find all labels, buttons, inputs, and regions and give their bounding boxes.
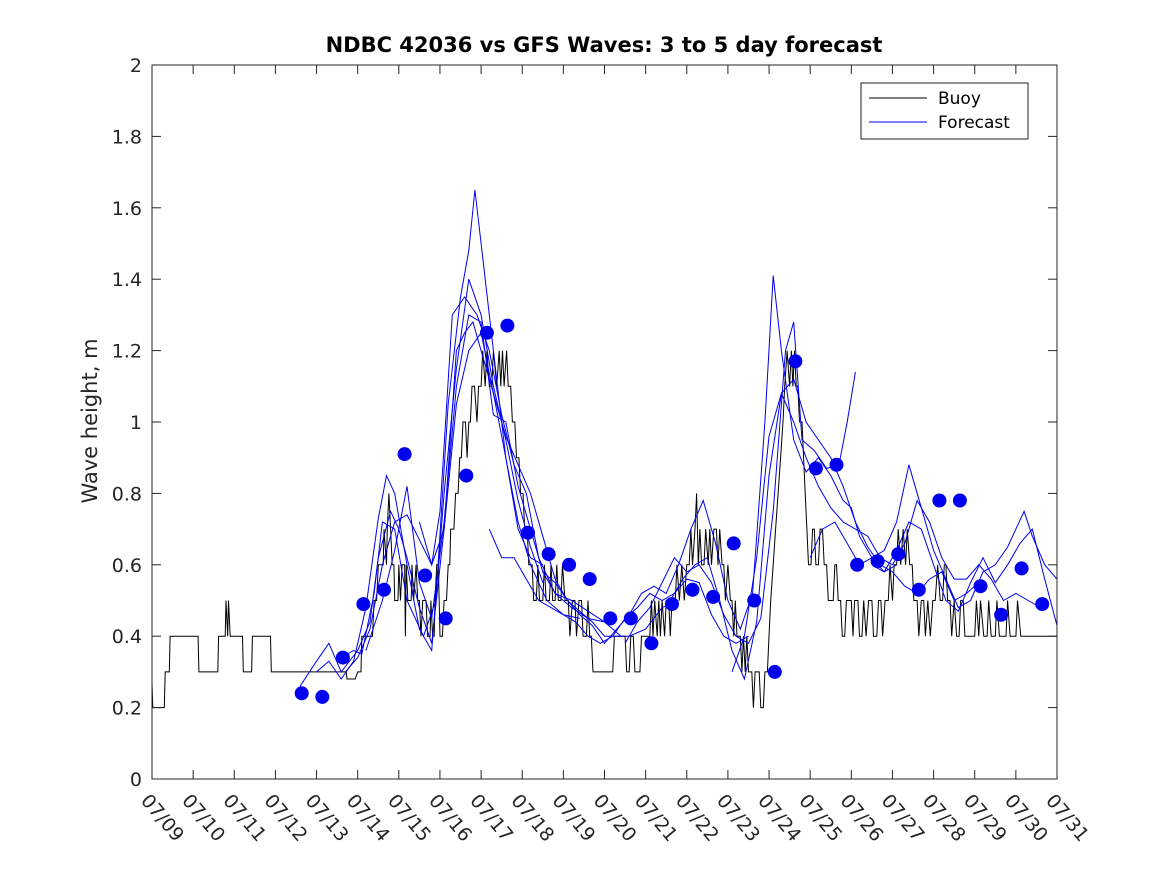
forecast-marker-13 <box>541 547 556 562</box>
forecast-line-12 <box>809 464 1058 609</box>
forecast-marker-24 <box>767 664 782 679</box>
forecast-marker-6 <box>397 447 412 462</box>
forecast-line-11 <box>731 391 1041 673</box>
forecast-marker-29 <box>870 554 885 569</box>
y-tick-label: 1.2 <box>112 341 142 363</box>
forecast-marker-25 <box>788 354 803 369</box>
forecast-marker-8 <box>438 611 453 626</box>
forecast-line-13 <box>871 521 1058 626</box>
forecast-marker-23 <box>747 593 762 608</box>
forecast-marker-7 <box>418 568 433 583</box>
y-tick-label: 0.8 <box>112 483 142 505</box>
forecast-line-10 <box>669 378 980 681</box>
legend: Buoy Forecast <box>860 82 1029 140</box>
forecast-marker-2 <box>315 689 330 704</box>
y-tick-label: 0 <box>130 769 142 791</box>
forecast-marker-18 <box>644 636 659 651</box>
forecast-marker-11 <box>500 318 515 333</box>
forecast-marker-34 <box>973 579 988 594</box>
legend-box <box>860 82 1029 140</box>
forecast-marker-15 <box>582 572 597 587</box>
forecast-line-6 <box>418 331 679 637</box>
forecast-marker-30 <box>891 547 906 562</box>
forecast-marker-22 <box>726 536 741 551</box>
forecast-marker-20 <box>685 582 700 597</box>
forecast-marker-21 <box>706 589 721 604</box>
forecast-marker-12 <box>521 525 535 540</box>
forecast-marker-9 <box>459 468 474 483</box>
forecast-marker-16 <box>603 611 618 626</box>
y-tick-label: 0.6 <box>112 555 142 577</box>
forecast-marker-4 <box>356 597 371 612</box>
forecast-marker-1 <box>294 686 309 701</box>
y-tick-label: 2 <box>130 55 142 77</box>
forecast-line-8 <box>542 275 897 645</box>
forecast-marker-36 <box>1014 561 1029 576</box>
forecast-line-3 <box>340 189 580 659</box>
y-axis-label: Wave height, m <box>78 338 102 503</box>
y-tick-label: 0.4 <box>112 626 142 648</box>
forecast-line-1 <box>299 320 544 687</box>
forecast-marker-37 <box>1035 597 1050 612</box>
legend-label-forecast: Forecast <box>938 113 1010 133</box>
forecast-marker-27 <box>829 457 844 472</box>
plot-area <box>152 65 1057 779</box>
data-layer <box>151 189 1058 709</box>
forecast-markers <box>294 318 1050 704</box>
forecast-marker-10 <box>479 325 494 340</box>
forecast-marker-28 <box>850 557 865 572</box>
legend-label-buoy: Buoy <box>938 89 981 109</box>
y-tick-label: 1.4 <box>112 269 142 291</box>
chart-title: NDBC 42036 vs GFS Waves: 3 to 5 day fore… <box>326 33 883 57</box>
forecast-line-2 <box>316 279 544 680</box>
forecast-marker-33 <box>952 493 967 508</box>
forecast-line-4 <box>344 296 605 673</box>
forecast-marker-19 <box>665 597 679 612</box>
forecast-marker-26 <box>808 461 823 476</box>
y-axis-ticks: 0 0.2 0.4 0.6 0.8 1 1.2 1.4 1.6 1.8 2 <box>112 55 1057 791</box>
forecast-marker-3 <box>335 650 350 665</box>
forecast-marker-32 <box>932 493 947 508</box>
forecast-marker-17 <box>623 611 638 626</box>
y-tick-label: 1.6 <box>112 198 142 220</box>
forecast-marker-14 <box>562 557 577 572</box>
forecast-line-5 <box>365 314 622 651</box>
y-tick-label: 0.2 <box>112 698 142 720</box>
forecast-line-9 <box>624 321 856 644</box>
forecast-marker-31 <box>911 582 926 597</box>
forecast-marker-35 <box>994 607 1009 622</box>
y-tick-label: 1 <box>130 412 142 434</box>
y-tick-label: 1.8 <box>112 126 142 148</box>
forecast-marker-5 <box>377 582 391 597</box>
